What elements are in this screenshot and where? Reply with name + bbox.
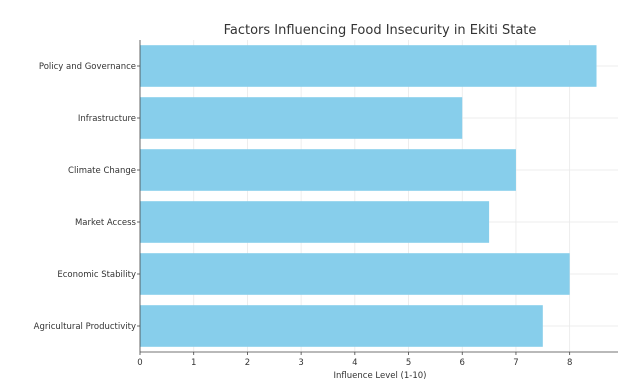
y-tick-label: Agricultural Productivity xyxy=(34,322,136,332)
x-tick-label: 2 xyxy=(245,358,250,368)
bar xyxy=(140,201,490,243)
x-tick-label: 7 xyxy=(513,358,518,368)
bar xyxy=(140,305,543,347)
bar xyxy=(140,253,570,295)
x-tick-label: 6 xyxy=(460,358,465,368)
x-tick-label: 5 xyxy=(406,358,411,368)
x-tick-label: 0 xyxy=(137,358,142,368)
x-tick-label: 1 xyxy=(191,358,196,368)
x-tick-label: 8 xyxy=(567,358,572,368)
y-tick-label: Economic Stability xyxy=(57,270,136,280)
bar xyxy=(140,149,516,191)
y-tick-label: Infrastructure xyxy=(78,114,136,124)
x-tick-label: 4 xyxy=(352,358,357,368)
x-axis-label: Influence Level (1-10) xyxy=(334,371,427,381)
y-tick-label: Market Access xyxy=(75,218,137,228)
y-tick-label: Policy and Governance xyxy=(39,62,136,72)
bar xyxy=(140,97,463,139)
axes: 0 1 2 3 4 5 6 7 8 Agricultural Productivity Econom… xyxy=(34,40,618,368)
bars xyxy=(140,45,597,347)
x-tick-label: 3 xyxy=(298,358,303,368)
bar xyxy=(140,45,597,87)
chart-title: Factors Influencing Food Insecurity in E… xyxy=(224,23,537,38)
y-tick-label: Climate Change xyxy=(68,166,136,176)
